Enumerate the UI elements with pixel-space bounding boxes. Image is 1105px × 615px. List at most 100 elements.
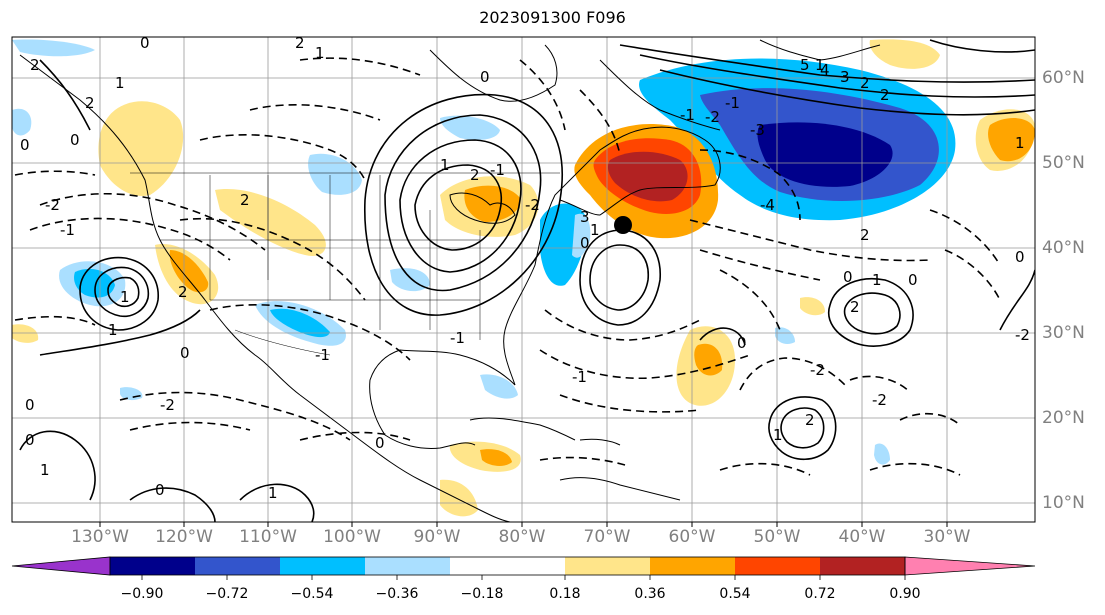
lat-label: 20°N (1042, 408, 1085, 428)
colorbar-tick-label: −0.18 (460, 586, 504, 602)
contour-solid-2 (399, 139, 522, 273)
colorbar-bin (820, 557, 905, 575)
contour-label: -2 (45, 196, 60, 214)
plot-frame (11, 36, 1036, 523)
contour-label: -1 (680, 106, 695, 124)
pacific-cyclone-contour-1 (79, 256, 159, 331)
contour-label: 5 (800, 56, 810, 74)
lon-label: 70°W (583, 527, 631, 547)
contour-label: -1 (490, 161, 505, 179)
gulf-of-mexico-coast (369, 349, 516, 449)
contour-label: -1 (315, 346, 330, 364)
contour-label: 2 (860, 226, 870, 244)
caribbean-contour (129, 487, 216, 522)
contour-label: 2 (880, 86, 890, 104)
colorbar-bin (280, 557, 365, 575)
contour-label: 0 (580, 234, 590, 252)
colorbar-tick-label: −0.90 (120, 586, 164, 602)
contour-label: -1 (450, 329, 465, 347)
contour-label: 1 (872, 271, 882, 289)
pacific-cyclone-contour-2 (94, 266, 150, 318)
contour-label: 3 (840, 68, 850, 86)
contour-label: 4 (820, 61, 830, 79)
contour-lines (19, 39, 1035, 522)
lon-ticks (99, 522, 948, 527)
shaded-anomalies (12, 39, 1035, 517)
gulf-contour (39, 309, 201, 356)
contour-label: 0 (843, 268, 853, 286)
contour-label: 0 (1015, 248, 1025, 266)
lon-label: 50°W (753, 527, 801, 547)
tropical-contour-2 (780, 407, 825, 449)
contour-label: 1 (268, 484, 278, 502)
colorbar-tick-label: 0.72 (804, 586, 836, 602)
south-america-coast (559, 477, 681, 501)
jet-contour-3 (659, 69, 1035, 116)
colorbar (11, 556, 1036, 580)
colorbar-bin (365, 557, 450, 575)
lon-label: 100°W (323, 527, 381, 547)
north-america-east-coast (503, 126, 721, 386)
dashed-contour-lines (14, 57, 1001, 476)
lat-label: 50°N (1042, 153, 1085, 173)
storm-contour-1 (589, 244, 649, 311)
colorbar-extend-low (11, 556, 111, 576)
contour-label: -2 (705, 108, 720, 126)
colorbar-bin (450, 557, 565, 575)
contour-labels: 0 2 1 0 2 -2 -1 0 1 2 3 4 5 -1 -2 -3 -4 … (20, 34, 1030, 502)
contour-label: 1 (315, 44, 325, 62)
contour-label: 0 (25, 396, 35, 414)
contour-label: -1 (572, 368, 587, 386)
contour-label: 2 (295, 34, 305, 52)
contour-label: 1 (1015, 134, 1025, 152)
map-title: 2023091300 F096 (479, 8, 626, 27)
contour-label: 0 (180, 344, 190, 362)
contour-label: -2 (1015, 326, 1030, 344)
colorbar-tick-label: 0.90 (889, 586, 921, 602)
contour-solid-1 (384, 114, 542, 292)
lon-label: 110°W (239, 527, 297, 547)
contour-label: 1 (440, 156, 450, 174)
contour-label: -2 (160, 396, 175, 414)
contour-label: 2 (850, 298, 860, 316)
colorbar-tick-label: 0.18 (549, 586, 581, 602)
pacific-cyclone-contour-3 (107, 276, 140, 308)
colorbar-tick-label: −0.72 (205, 586, 249, 602)
positive-anomaly-plains (215, 189, 326, 256)
lat-label: 30°N (1042, 323, 1085, 343)
contour-label: 2 (240, 191, 250, 209)
contour-label: 2 (860, 74, 870, 92)
west-coast-contour (39, 59, 91, 131)
storm-contour-2 (579, 229, 661, 326)
colorbar-tick-label: 0.54 (719, 586, 751, 602)
sw-contour (19, 430, 96, 501)
lon-label: 40°W (838, 527, 886, 547)
lat-label: 60°N (1042, 68, 1085, 88)
contour-label: 0 (375, 434, 385, 452)
atlantic-cyclone-contour-1 (828, 278, 914, 347)
contour-label: 2 (85, 94, 95, 112)
contour-label: 1 (815, 56, 825, 74)
lon-label: 80°W (498, 527, 546, 547)
contour-label: 0 (20, 136, 30, 154)
tropical-contour-1 (768, 396, 837, 461)
contour-label: -2 (525, 196, 540, 214)
contour-label: 0 (737, 334, 747, 352)
lon-label: 90°W (413, 527, 461, 547)
great-lakes (449, 192, 516, 224)
colorbar-bin (195, 557, 280, 575)
colorbar-tick-label: 0.36 (634, 586, 666, 602)
contour-label: -3 (750, 121, 765, 139)
contour-label: 2 (470, 166, 480, 184)
hudson-bay-coast (429, 44, 558, 102)
colorbar-bin (735, 557, 820, 575)
contour-label: 2 (178, 283, 188, 301)
contour-label: 1 (108, 321, 118, 339)
positive-anomaly-northwest-us (98, 101, 184, 196)
contour-label: 0 (155, 481, 165, 499)
contour-label: -2 (810, 361, 825, 379)
contour-label: 0 (908, 271, 918, 289)
lon-label: 120°W (155, 527, 213, 547)
contour-label: 0 (25, 431, 35, 449)
